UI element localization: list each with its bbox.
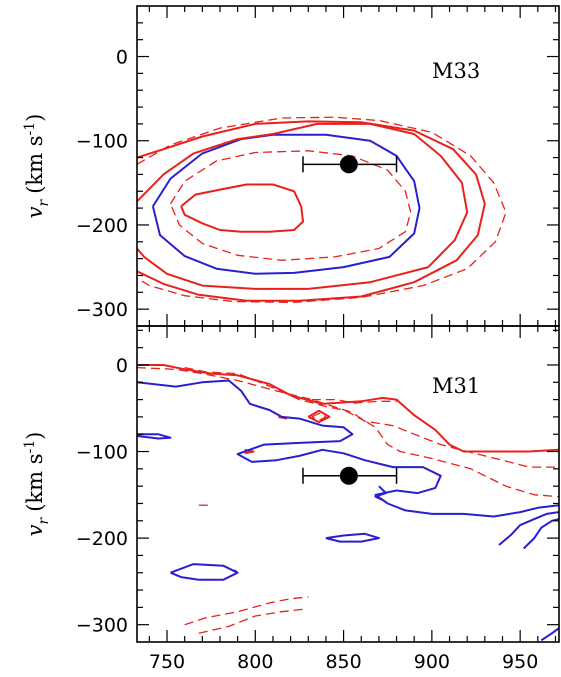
y-tick-label: −100 (76, 442, 128, 464)
y-tick-label: −200 (76, 215, 128, 237)
y-tick-label: 0 (116, 47, 128, 69)
y-label-unit: (km s (23, 135, 47, 193)
contour-group (137, 116, 507, 304)
contour-line-1 (180, 183, 304, 233)
plot-frame (136, 325, 560, 643)
y-axis-label: vr (km s-1) (22, 432, 52, 537)
contour-line-13 (137, 433, 172, 440)
contour-line-4 (137, 122, 469, 290)
contour-line-19 (498, 511, 559, 546)
y-tick-label: −100 (76, 131, 128, 153)
contour-line-10 (198, 608, 305, 634)
contour-line-4 (311, 398, 397, 404)
contour-line-14 (374, 485, 387, 501)
contour-line-1 (137, 364, 559, 453)
x-tick-label: 750 (149, 651, 185, 673)
y-tick-label: −200 (76, 528, 128, 550)
x-tick-label: 800 (237, 651, 273, 673)
y-label-unit: (km s (23, 453, 47, 511)
contour-line-5 (137, 120, 486, 302)
data-point (339, 155, 358, 174)
contour-line-18 (522, 518, 559, 550)
x-tick-label: 950 (502, 651, 538, 673)
y-tick-label: −300 (76, 299, 128, 321)
panel-m33: 0 −100 −200 −300 vr (km s-1) M33 (22, 5, 560, 327)
contour-line-2 (137, 366, 559, 498)
contour-line-16 (170, 563, 239, 581)
contour-line-3 (151, 133, 421, 275)
y-tick-label: 0 (116, 355, 128, 377)
contour-line-6 (311, 412, 327, 422)
contour-line-9 (184, 596, 309, 626)
panel-m31: 0 −100 −200 −300 750 800 850 900 950 vr (km s-1) M3… (22, 325, 560, 673)
y-label-close: ) (23, 114, 47, 122)
contour-line-3 (184, 366, 559, 468)
y-label-subscript: r (36, 198, 52, 206)
y-label-subscript: r (36, 516, 52, 524)
y-label-exponent: -1 (22, 440, 38, 454)
y-label-exponent: -1 (22, 122, 38, 136)
contour-line-2 (169, 150, 412, 261)
x-tick-label: 850 (325, 651, 361, 673)
contour-line-17 (233, 569, 239, 574)
y-tick-label: −300 (76, 615, 128, 637)
y-label-symbol: v (23, 524, 47, 536)
contour-line-5 (307, 409, 331, 424)
x-tick-label: 900 (414, 651, 450, 673)
contour-line-12 (137, 379, 559, 518)
y-label-close: ) (23, 432, 47, 440)
contour-group (137, 364, 559, 642)
contour-line-6 (137, 116, 507, 304)
data-point (339, 466, 358, 485)
panel-label: M31 (432, 374, 480, 398)
contour-line-15 (325, 532, 380, 543)
y-label-symbol: v (23, 206, 47, 218)
y-axis-label: vr (km s-1) (22, 114, 52, 219)
contour-line-20 (540, 627, 559, 642)
panel-label: M33 (432, 59, 480, 83)
